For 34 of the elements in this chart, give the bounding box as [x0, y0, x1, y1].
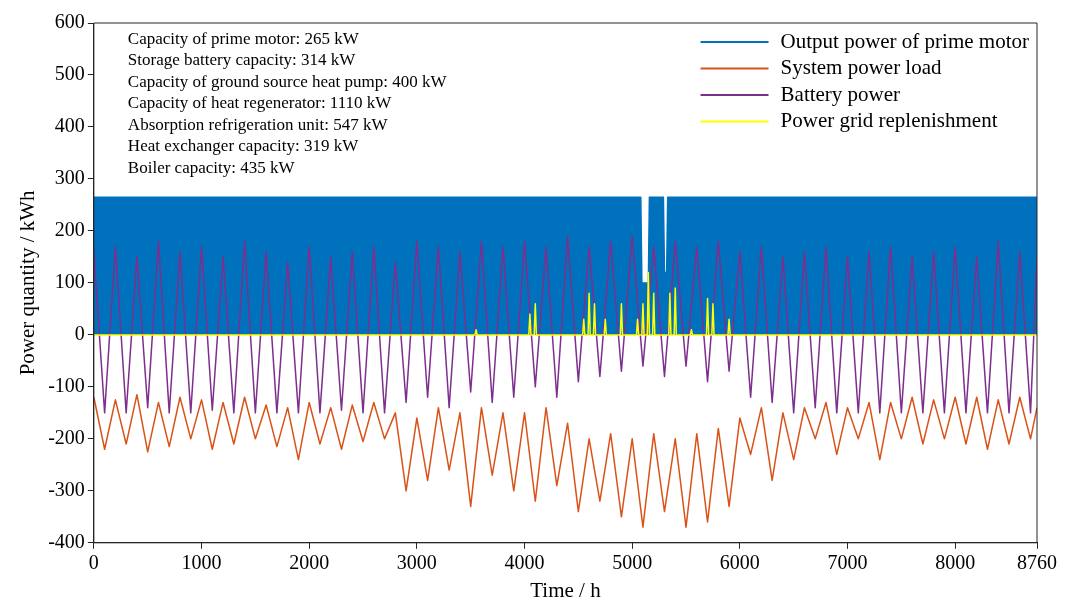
x-tick-label: 5000	[612, 551, 653, 574]
y-tick-label: -300	[48, 478, 85, 501]
legend-label: Battery power	[780, 81, 901, 106]
legend-label: Output power of prime motor	[780, 28, 1030, 53]
legend-label: System power load	[780, 55, 943, 80]
annotation: Storage battery capacity: 314 kW	[127, 50, 357, 70]
y-axis-title: Power quantity / kWh	[15, 189, 40, 376]
annotation: Absorption refrigeration unit: 547 kW	[127, 114, 389, 134]
x-tick-label: 4000	[504, 551, 545, 574]
x-tick-label: 0	[88, 551, 99, 574]
x-tick-label: 6000	[719, 551, 760, 574]
annotation: Capacity of ground source heat pump: 400 kW	[127, 71, 448, 91]
y-tick-label: 200	[54, 218, 85, 241]
annotation: Heat exchanger capacity: 319 kW	[127, 136, 360, 156]
x-tick-label: 8760	[1017, 551, 1057, 574]
y-tick-label: 100	[54, 270, 85, 293]
y-tick-label: 500	[54, 62, 85, 85]
annotation: Capacity of prime motor: 265 kW	[127, 28, 360, 48]
x-tick-label: 1000	[181, 551, 222, 574]
x-tick-label: 3000	[396, 551, 437, 574]
y-tick-label: 400	[54, 114, 85, 137]
y-tick-label: -400	[48, 530, 85, 553]
x-tick-label: 2000	[289, 551, 330, 574]
legend-label: Power grid replenishment	[780, 108, 998, 133]
y-tick-label: 0	[74, 322, 85, 345]
y-tick-label: 600	[54, 10, 85, 33]
y-tick-label: 300	[54, 166, 85, 189]
y-tick-label: -200	[48, 426, 85, 449]
x-tick-label: 8000	[935, 551, 976, 574]
annotation: Boiler capacity: 435 kW	[127, 157, 296, 177]
annotation: Capacity of heat regenerator: 1110 kW	[127, 93, 393, 113]
x-tick-label: 7000	[827, 551, 868, 574]
x-axis-title: Time / h	[530, 577, 602, 602]
y-tick-label: -100	[48, 374, 85, 397]
